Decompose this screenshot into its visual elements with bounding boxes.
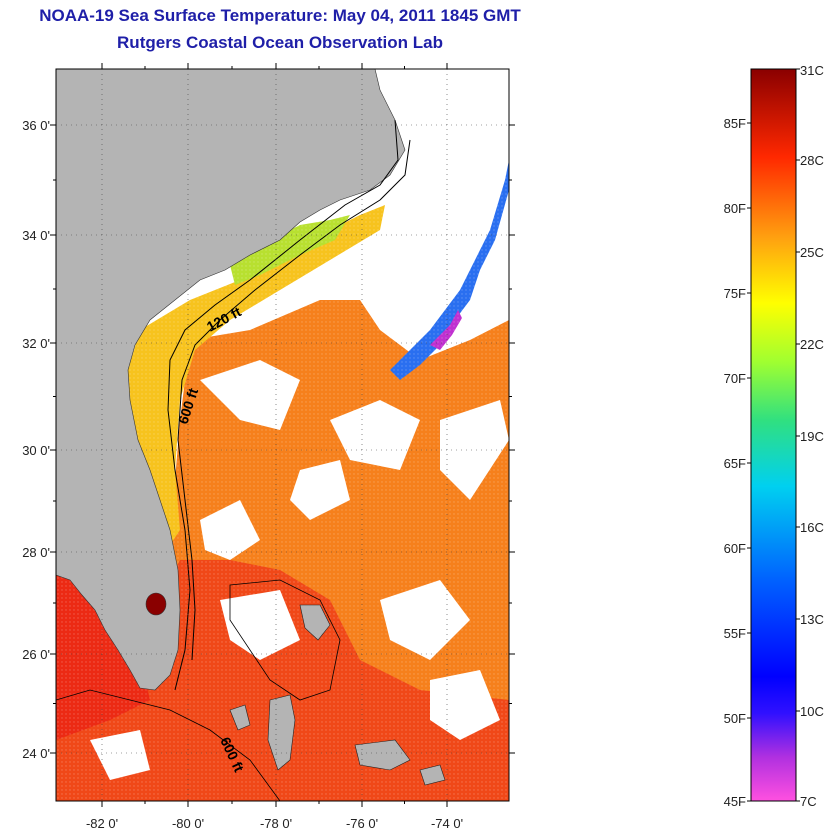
lon-label-74: -74 0' [431,816,463,831]
colorbar-ticks [747,68,800,802]
contour-bahamas [229,579,341,701]
colorbar-f-45: 45F [724,794,746,809]
contour-gulf [56,689,281,801]
map-frame [55,68,510,802]
lat-label-34: 34 0' [22,228,50,243]
lon-label-80: -80 0' [172,816,204,831]
bahamas-islands [229,604,446,786]
colorbar-c-25: 25C [800,245,824,260]
colorbar-f-75: 75F [724,286,746,301]
colorbar-c-28: 28C [800,153,824,168]
colorbar-c-31: 31C [800,63,824,78]
map-title: NOAA-19 Sea Surface Temperature: May 04,… [39,6,521,25]
map-subtitle: Rutgers Coastal Ocean Observation Lab [117,33,443,52]
colorbar-f-70: 70F [724,371,746,386]
colorbar-c-22: 22C [800,337,824,352]
contour-600ft [177,139,411,661]
lat-label-26: 26 0' [22,647,50,662]
colorbar-f-50: 50F [724,711,746,726]
map-ticks [50,63,515,807]
colorbar-c-19: 19C [800,429,824,444]
colorbar-f-65: 65F [724,456,746,471]
contour-120ft [167,119,399,691]
lat-label-28: 28 0' [22,545,50,560]
colorbar-c-7: 7C [800,794,817,809]
temperature-colorbar [750,68,797,802]
lon-label-78: -78 0' [260,816,292,831]
lat-label-32: 32 0' [22,336,50,351]
lat-label-24: 24 0' [22,746,50,761]
lon-label-76: -76 0' [346,816,378,831]
lon-label-82: -82 0' [86,816,118,831]
colorbar-f-60: 60F [724,541,746,556]
colorbar-f-85: 85F [724,116,746,131]
colorbar-c-16: 16C [800,520,824,535]
lat-label-30: 30 0' [22,443,50,458]
colorbar-f-80: 80F [724,201,746,216]
lat-label-36: 36 0' [22,118,50,133]
land-southeast-us [56,69,406,691]
graticule [56,69,509,801]
lake-okeechobee [145,592,167,616]
colorbar-c-10: 10C [800,704,824,719]
colorbar-c-13: 13C [800,612,824,627]
colorbar-f-55: 55F [724,626,746,641]
